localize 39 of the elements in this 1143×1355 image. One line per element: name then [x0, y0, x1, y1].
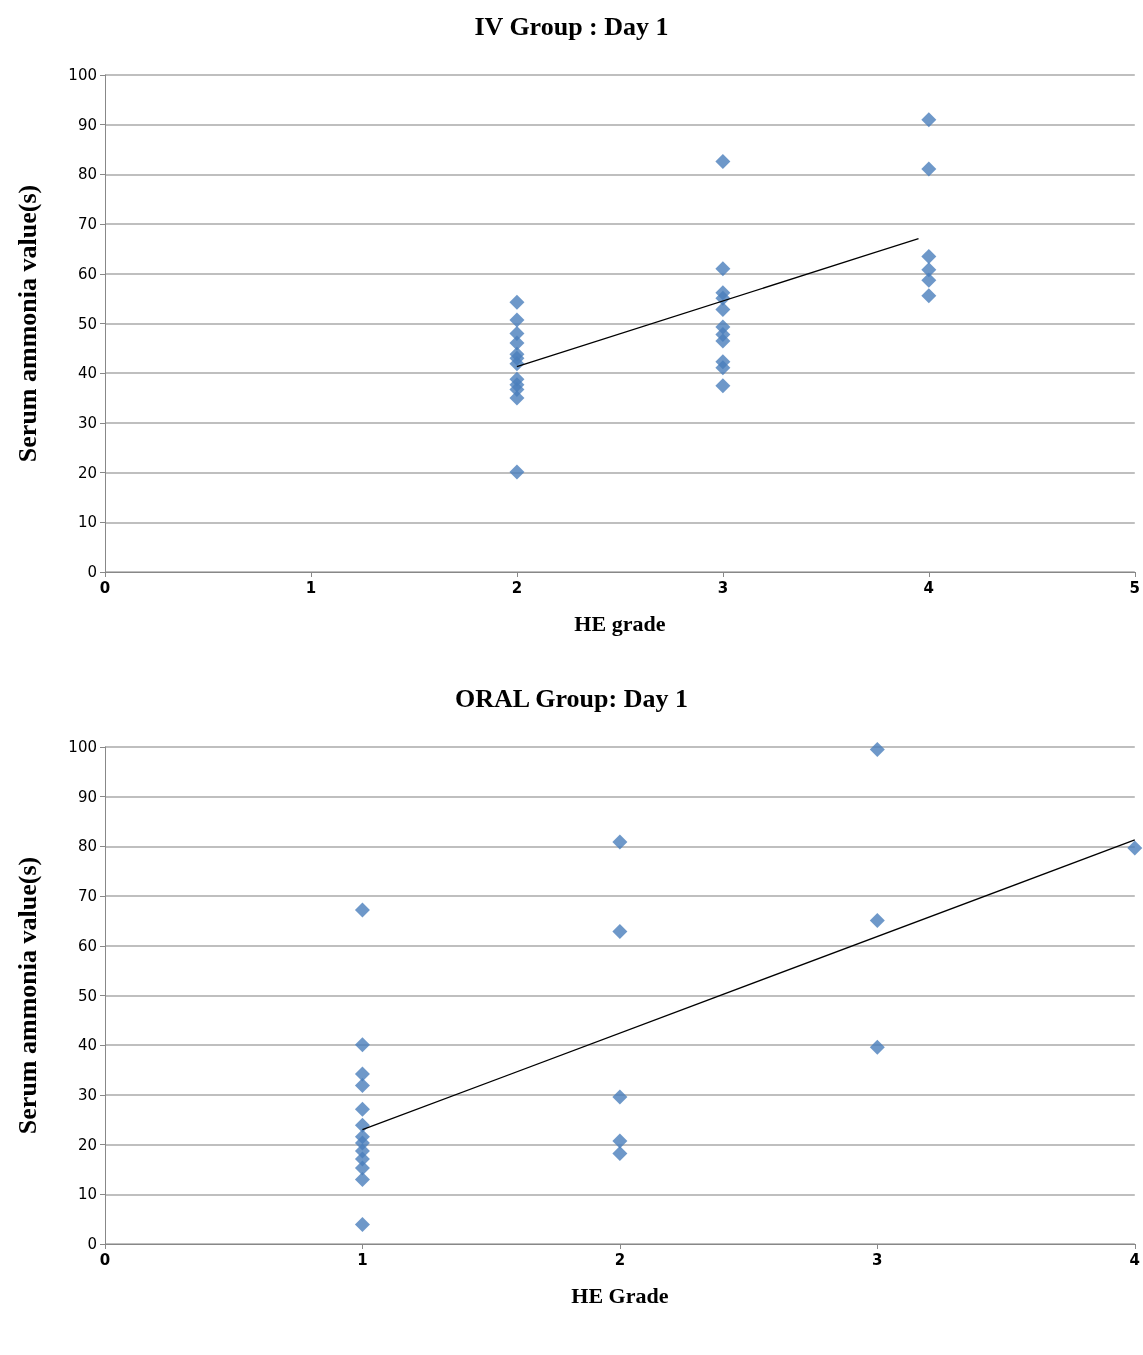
x-tick-label: 5: [1129, 578, 1140, 597]
y-tick-label: 20: [77, 1135, 97, 1154]
y-tick-label: 50: [77, 314, 97, 333]
y-tick-label: 40: [77, 1036, 97, 1055]
y-tick-label: 100: [68, 738, 97, 756]
y-axis-title: Serum ammonia value(s): [12, 856, 42, 1135]
x-tick-label: 3: [872, 1250, 883, 1269]
y-tick-label: 10: [77, 513, 97, 532]
x-tick-label: 0: [99, 1250, 111, 1269]
chart-title: IV Group : Day 1: [474, 11, 669, 41]
y-tick-label: 20: [77, 463, 97, 482]
y-tick-label: 90: [77, 115, 97, 134]
x-tick-label: 3: [717, 578, 729, 597]
x-axis-title: HE grade: [574, 610, 666, 636]
x-tick-label: 2: [511, 578, 523, 597]
y-tick-label: 80: [77, 837, 97, 856]
y-tick-label: 100: [68, 66, 97, 84]
x-tick-label: 4: [1129, 1250, 1140, 1269]
x-tick-label: 1: [305, 578, 317, 597]
x-tick-label: 1: [357, 1250, 368, 1269]
y-tick-label: 30: [77, 413, 97, 432]
chart-title: ORAL Group: Day 1: [455, 683, 688, 713]
y-tick-label: 30: [77, 1085, 97, 1104]
x-axis-title: HE Grade: [571, 1282, 669, 1308]
x-tick-label: 0: [99, 578, 111, 597]
y-tick-label: 60: [77, 264, 97, 283]
y-axis-title: Serum ammonia value(s): [12, 184, 42, 463]
y-tick-label: 70: [77, 215, 97, 234]
y-tick-label: 0: [87, 563, 97, 581]
y-tick-label: 60: [77, 936, 97, 955]
y-tick-label: 90: [77, 787, 97, 806]
x-tick-label: 4: [923, 578, 935, 597]
y-tick-label: 0: [87, 1235, 97, 1253]
y-tick-label: 10: [77, 1185, 97, 1204]
y-tick-label: 80: [77, 165, 97, 184]
x-tick-label: 2: [614, 1250, 626, 1269]
y-tick-label: 70: [77, 887, 97, 906]
y-tick-label: 40: [77, 364, 97, 383]
y-tick-label: 50: [77, 986, 97, 1005]
